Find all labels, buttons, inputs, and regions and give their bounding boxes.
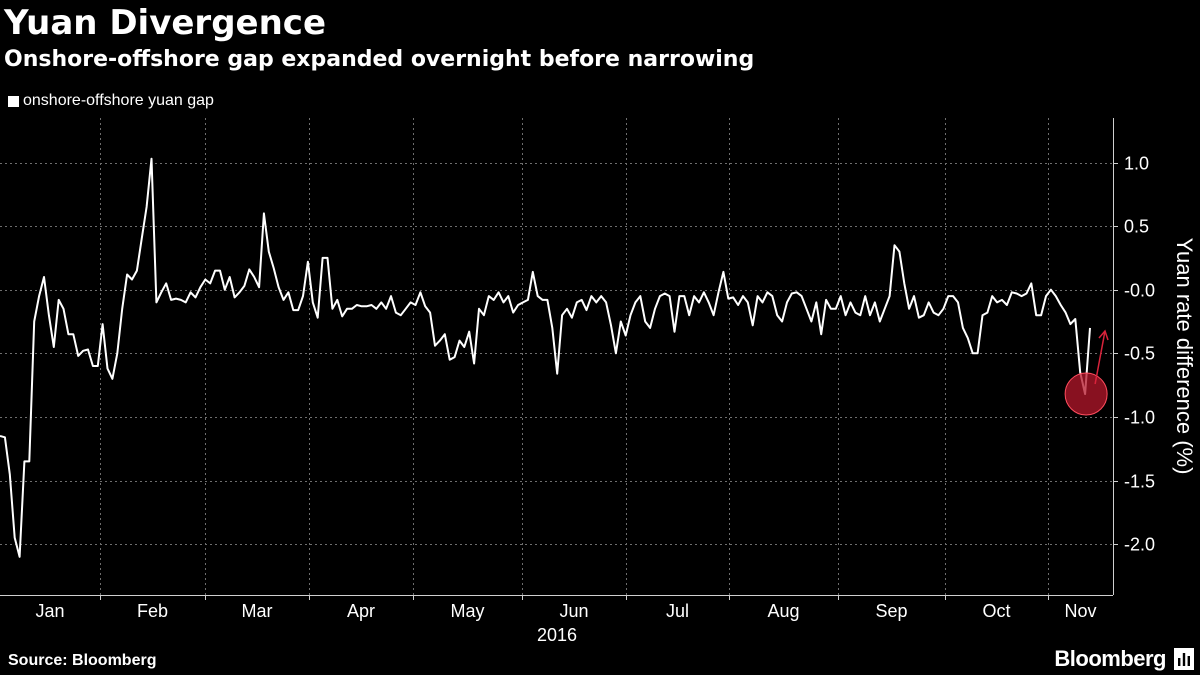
annotation-arrow-shaft [1094,330,1106,385]
yuan-gap-line [0,157,1091,558]
bloomberg-chart-icon [1174,648,1194,670]
legend-swatch [8,95,19,107]
x-tick-label: Jun [559,601,588,621]
x-year-label: 2016 [537,625,577,645]
x-tick-label: Mar [242,601,273,621]
x-tick-label: Nov [1064,601,1096,621]
y-tick-label: 1.0 [1124,154,1149,174]
legend: onshore-offshore yuan gap [8,92,214,110]
axis-labels: Yuan rate difference (%) [1172,238,1197,475]
y-tick-label: 0.5 [1124,217,1149,237]
x-tick-label: Feb [137,601,168,621]
x-tick-label: Jan [35,601,64,621]
chart-title: Yuan Divergence [4,3,327,43]
y-tick-label: -0.5 [1124,344,1155,364]
y-tick-label: -1.0 [1124,408,1155,428]
x-tick-label: May [450,601,484,621]
chart-subtitle: Onshore-offshore gap expanded overnight … [4,47,755,72]
annotation [1064,329,1109,416]
legend-label: onshore-offshore yuan gap [23,92,214,109]
x-tick-label: Oct [982,601,1010,621]
grid-lines [0,118,1113,595]
series-lines [0,157,1091,558]
highlight-circle [1064,372,1108,416]
x-tick-label: Jul [666,601,689,621]
y-axis-title: Yuan rate difference (%) [1172,238,1197,475]
x-tick-label: Sep [875,601,907,621]
y-tick-label: -0.0 [1124,281,1155,301]
y-tick-label: -2.0 [1124,535,1155,555]
annotation-arrow-head [1098,329,1109,341]
x-tick-label: Apr [347,601,375,621]
source-note: Source: Bloomberg [8,652,157,669]
x-tick-label: Aug [767,601,799,621]
axes [0,118,1118,600]
tick-labels: 1.0 0.5 -0.0 -0.5 -1.0 -1.5 -2.0 Jan Feb Mar Apr Ma… [35,154,1155,646]
y-tick-label: -1.5 [1124,472,1155,492]
bloomberg-logo-text: Bloomberg [1054,646,1166,671]
